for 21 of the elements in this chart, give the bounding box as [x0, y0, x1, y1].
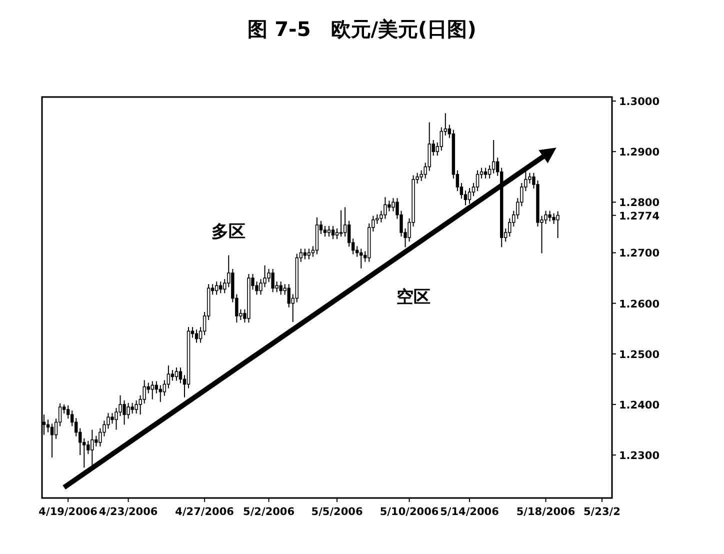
y-tick-label: 1.2900 — [619, 146, 660, 159]
y-tick-label: 1.2600 — [619, 298, 660, 310]
x-tick-label: 4/19/2006 — [38, 506, 98, 518]
annotation: 多区 — [212, 222, 246, 242]
x-tick-label: 5/5/2006 — [311, 506, 363, 518]
y-tick-label: 1.2300 — [619, 450, 660, 462]
x-tick-label: 5/23/2 — [584, 506, 620, 518]
x-tick-label: 5/2/2006 — [243, 506, 295, 518]
title: 图 7-5 欧元/美元(日图) — [248, 17, 476, 41]
x-tick-label: 4/27/2006 — [175, 506, 234, 518]
x-tick-label: 5/14/2006 — [440, 506, 499, 518]
y-tick-label: 1.3000 — [619, 96, 660, 108]
x-tick-label: 5/10/2006 — [380, 506, 439, 518]
y-tick-label: 1.2774 — [619, 210, 660, 222]
y-tick-label: 1.2800 — [619, 197, 660, 210]
y-tick-label: 1.2700 — [619, 248, 660, 260]
y-tick-label: 1.2500 — [619, 348, 660, 361]
x-tick-label: 4/23/2006 — [98, 506, 158, 518]
x-tick-label: 5/18/2006 — [516, 506, 576, 518]
y-tick-label: 1.2400 — [619, 399, 660, 412]
annotation: 空区 — [396, 287, 430, 308]
